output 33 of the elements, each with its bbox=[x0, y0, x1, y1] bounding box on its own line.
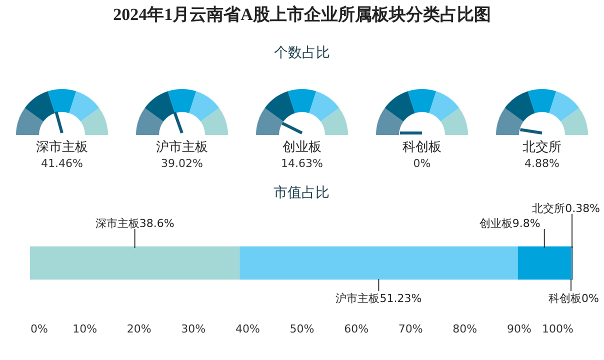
category-label: 深市主板 bbox=[36, 139, 88, 155]
text: 深市主板38.6% bbox=[95, 217, 174, 230]
x-tick-label: 80% bbox=[452, 322, 478, 336]
x-tick-label: 50% bbox=[290, 322, 314, 336]
text: 创业板9.8% bbox=[479, 217, 540, 230]
x-tick-label: 100% bbox=[542, 322, 574, 336]
data-label: 39.02% bbox=[161, 157, 203, 170]
x-tick-label: 60% bbox=[344, 322, 369, 336]
category-label: 北交所 bbox=[522, 139, 562, 155]
category-label: 创业板 bbox=[282, 140, 322, 155]
text: 2024年1月云南省A股上市企业所属板块分类占比图 bbox=[113, 5, 491, 24]
chart-title: 市值占比 bbox=[274, 184, 330, 200]
data-label: 4.88% bbox=[524, 157, 560, 170]
x-tick-label: 90% bbox=[506, 322, 532, 336]
x-tick-label: 20% bbox=[126, 322, 152, 336]
data-label: 0% bbox=[413, 157, 431, 170]
x-tick-label: 40% bbox=[235, 322, 260, 336]
category-label: 科创板 bbox=[402, 140, 442, 155]
text: 北交所0.38% bbox=[532, 202, 600, 215]
x-tick-label: 0% bbox=[30, 322, 48, 336]
text: 沪市主板51.23% bbox=[336, 292, 422, 305]
x-tick-label: 70% bbox=[398, 322, 423, 336]
bar bbox=[240, 246, 518, 280]
x-tick-label: 10% bbox=[72, 322, 98, 336]
bar bbox=[30, 246, 240, 280]
data-label: 41.46% bbox=[41, 157, 83, 170]
x-tick-label: 30% bbox=[181, 322, 206, 336]
data-label: 14.63% bbox=[281, 157, 323, 170]
bar bbox=[518, 246, 571, 280]
category-label: 沪市主板 bbox=[156, 139, 208, 155]
text: 科创板0% bbox=[548, 292, 599, 305]
text: 个数占比 bbox=[274, 45, 330, 61]
bar bbox=[570, 246, 574, 280]
